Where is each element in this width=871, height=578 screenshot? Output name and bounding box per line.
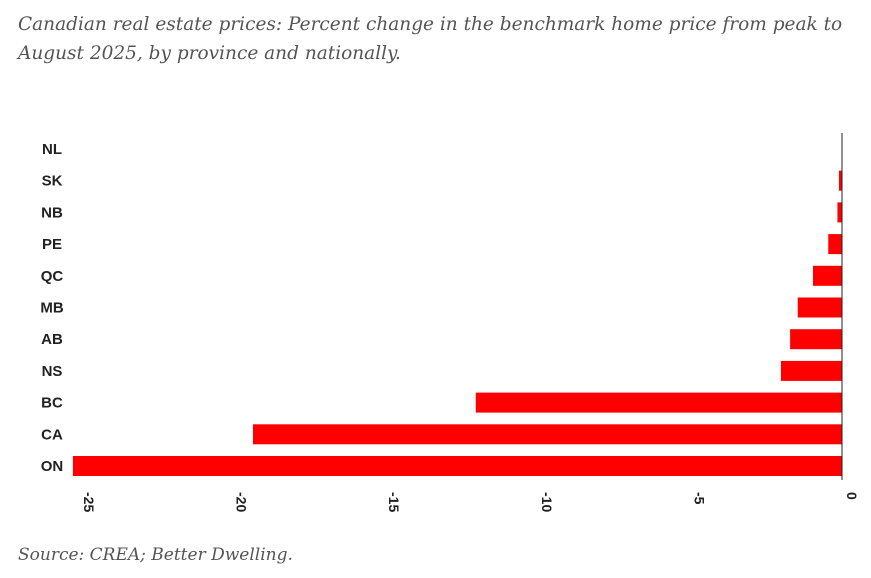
bar-pe — [828, 234, 842, 255]
x-ticks-group: -25 -20 -15 -10 -5 0 — [81, 492, 860, 512]
bar-ns — [780, 360, 842, 381]
bar-ca — [252, 424, 843, 445]
category-label-ab: AB — [41, 331, 63, 348]
bar-ab — [790, 329, 842, 350]
x-tick-label: -20 — [234, 492, 250, 512]
x-tick-label: -10 — [539, 492, 555, 512]
category-label-bc: BC — [41, 395, 63, 412]
category-labels-group: NL SK NB PE QC MB AB NS BC CA ON — [40, 141, 63, 475]
x-tick-label: -15 — [386, 492, 402, 512]
bar-qc — [813, 265, 842, 286]
bar-nb — [837, 202, 842, 223]
source-note: Source: CREA; Better Dwelling. — [18, 545, 293, 565]
category-label-qc: QC — [41, 268, 64, 285]
bar-sk — [838, 170, 842, 191]
bars-group — [72, 170, 843, 476]
bar-bc — [475, 392, 842, 413]
category-label-sk: SK — [42, 173, 63, 190]
category-label-ca: CA — [41, 426, 63, 443]
x-tick-label: -5 — [691, 492, 707, 505]
bar-mb — [797, 297, 842, 318]
x-tick-label: 0 — [844, 492, 860, 500]
x-tick-label: -25 — [81, 492, 97, 512]
chart-title: Canadian real estate prices: Percent cha… — [18, 14, 843, 64]
category-label-pe: PE — [42, 236, 62, 253]
category-label-nb: NB — [41, 204, 63, 221]
category-label-on: ON — [41, 458, 64, 475]
category-label-ns: NS — [42, 363, 63, 380]
category-label-mb: MB — [40, 300, 63, 317]
category-label-nl: NL — [42, 141, 62, 158]
bar-on — [72, 456, 842, 476]
